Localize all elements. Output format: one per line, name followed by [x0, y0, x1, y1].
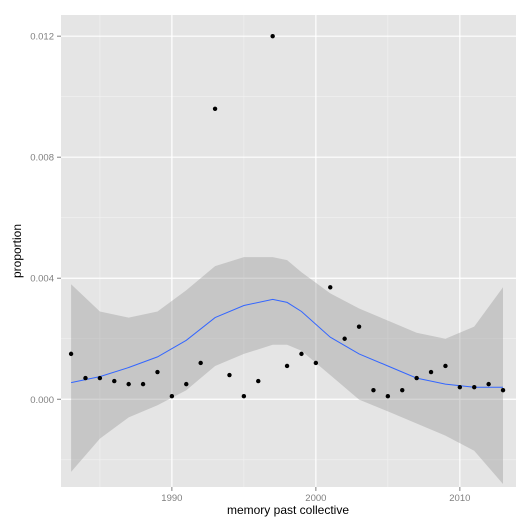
- data-point: [169, 394, 175, 399]
- y-axis: 0.000 0.004 0.008 0.012: [30, 32, 61, 406]
- data-point: [299, 351, 304, 357]
- smooth-line: [70, 298, 503, 388]
- data-point: [68, 351, 74, 357]
- data-point: [256, 378, 261, 384]
- data-point: [457, 384, 463, 390]
- data-point: [371, 387, 376, 393]
- y-tick-label: 0.000: [30, 395, 54, 406]
- data-point: [414, 375, 419, 381]
- data-point: [241, 394, 247, 399]
- data-point: [212, 106, 218, 111]
- x-axis: 1990 2000 2010: [161, 487, 470, 504]
- data-point: [270, 33, 275, 39]
- x-axis-title: memory past collective: [227, 503, 349, 517]
- data-point: [486, 381, 491, 387]
- y-tick-label: 0.004: [30, 274, 54, 285]
- data-point: [227, 372, 232, 378]
- x-tick-label: 1990: [161, 493, 182, 504]
- plot-panel: [61, 15, 516, 487]
- data-point: [313, 360, 319, 366]
- points-layer: [68, 33, 506, 399]
- grid-major: [61, 15, 516, 487]
- y-axis-title: proportion: [10, 224, 24, 278]
- data-point: [112, 378, 117, 384]
- x-tick-label: 2010: [449, 493, 470, 504]
- data-point: [472, 384, 477, 390]
- confidence-ribbon: [71, 257, 503, 484]
- data-point: [342, 336, 347, 341]
- data-point: [126, 381, 131, 387]
- data-point: [428, 369, 434, 375]
- smooth-line-layer: [70, 298, 503, 388]
- y-tick-label: 0.008: [30, 153, 54, 164]
- x-tick-label: 2000: [305, 493, 326, 504]
- data-point: [385, 394, 391, 399]
- data-point: [443, 363, 448, 369]
- data-point: [400, 387, 405, 393]
- data-point: [97, 375, 103, 381]
- data-point: [500, 387, 506, 393]
- data-point: [140, 381, 146, 387]
- data-point: [328, 285, 333, 290]
- data-point: [83, 375, 88, 381]
- y-tick-label: 0.012: [30, 32, 54, 43]
- grid-minor: [61, 15, 516, 487]
- data-point: [184, 381, 189, 387]
- confidence-ribbon-layer: [71, 257, 503, 484]
- data-point: [356, 324, 362, 329]
- data-point: [198, 360, 203, 366]
- data-point: [284, 363, 290, 369]
- data-point: [155, 369, 160, 375]
